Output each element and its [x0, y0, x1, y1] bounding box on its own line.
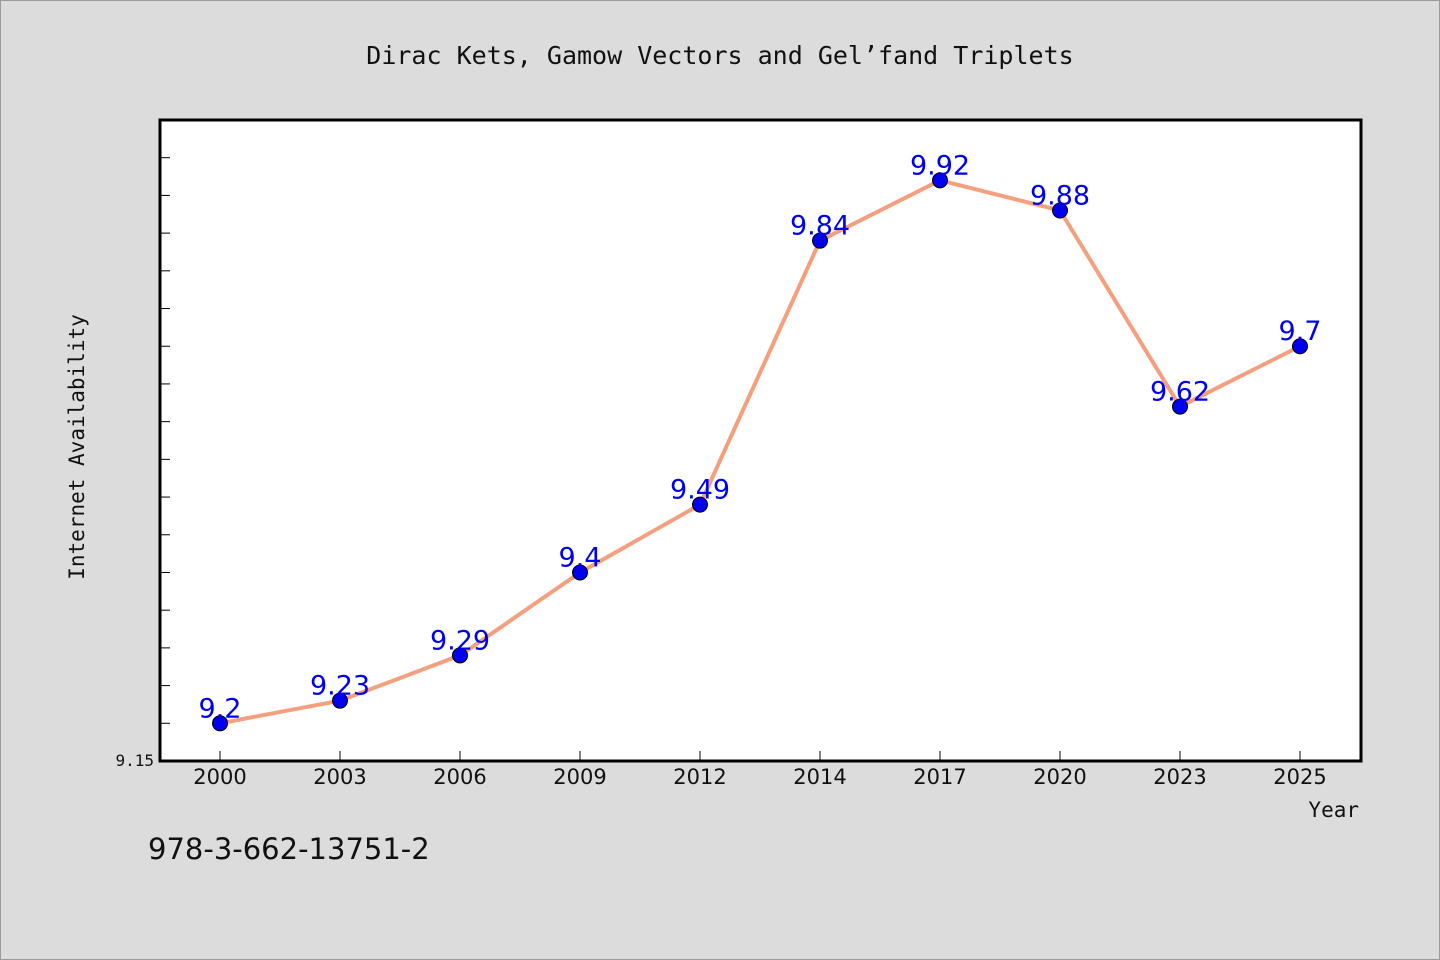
x-tick-label: 2009 [553, 765, 606, 789]
x-tick-label: 2023 [1153, 765, 1206, 789]
data-label: 9.62 [1150, 377, 1210, 408]
data-label: 9.23 [310, 671, 370, 702]
data-point [812, 232, 828, 249]
x-tick-label: 2000 [193, 765, 246, 789]
data-point [452, 647, 468, 664]
data-label: 9.88 [1030, 180, 1090, 211]
series-layer [212, 172, 1308, 732]
data-point [1172, 398, 1188, 415]
data-point [932, 172, 948, 189]
data-point [572, 564, 588, 581]
x-axis-label: Year [1308, 798, 1359, 822]
x-tick-label: 2012 [673, 765, 726, 789]
data-point [1052, 202, 1068, 219]
isbn-code: 978-3-662-13751-2 [148, 832, 430, 866]
y-axis-ticks: 9.15 [115, 119, 170, 770]
data-label: 9.49 [670, 475, 730, 506]
y-axis-label: Internet Availability [65, 314, 89, 580]
data-label: 9.2 [199, 693, 242, 724]
x-axis-ticks: 2000 2003 2006 2009 2012 2014 2017 2020 2023 2025 [193, 751, 1327, 789]
data-label: 9.92 [910, 150, 970, 181]
data-point [692, 496, 708, 513]
data-point [212, 715, 228, 732]
x-tick-label: 2025 [1273, 765, 1326, 789]
y-tick-label: 9.15 [115, 751, 154, 770]
data-point [332, 692, 348, 709]
x-tick-label: 2020 [1033, 765, 1086, 789]
data-label: 9.4 [559, 542, 602, 573]
x-tick-label: 2003 [313, 765, 366, 789]
x-tick-label: 2014 [793, 765, 846, 789]
data-label: 9.7 [1279, 316, 1322, 347]
data-point [1292, 338, 1308, 355]
data-label: 9.29 [430, 625, 490, 656]
chart-title: Dirac Kets, Gamow Vectors and Gel’fand T… [366, 41, 1073, 70]
x-tick-label: 2006 [433, 765, 486, 789]
plot-area [158, 118, 1363, 763]
x-tick-label: 2017 [913, 765, 966, 789]
data-label-layer: 9.2 9.23 9.29 9.4 9.49 9.84 9.92 9.88 9.62 9.7 [199, 150, 1322, 724]
data-label: 9.84 [790, 211, 850, 242]
series-line [218, 178, 1302, 726]
